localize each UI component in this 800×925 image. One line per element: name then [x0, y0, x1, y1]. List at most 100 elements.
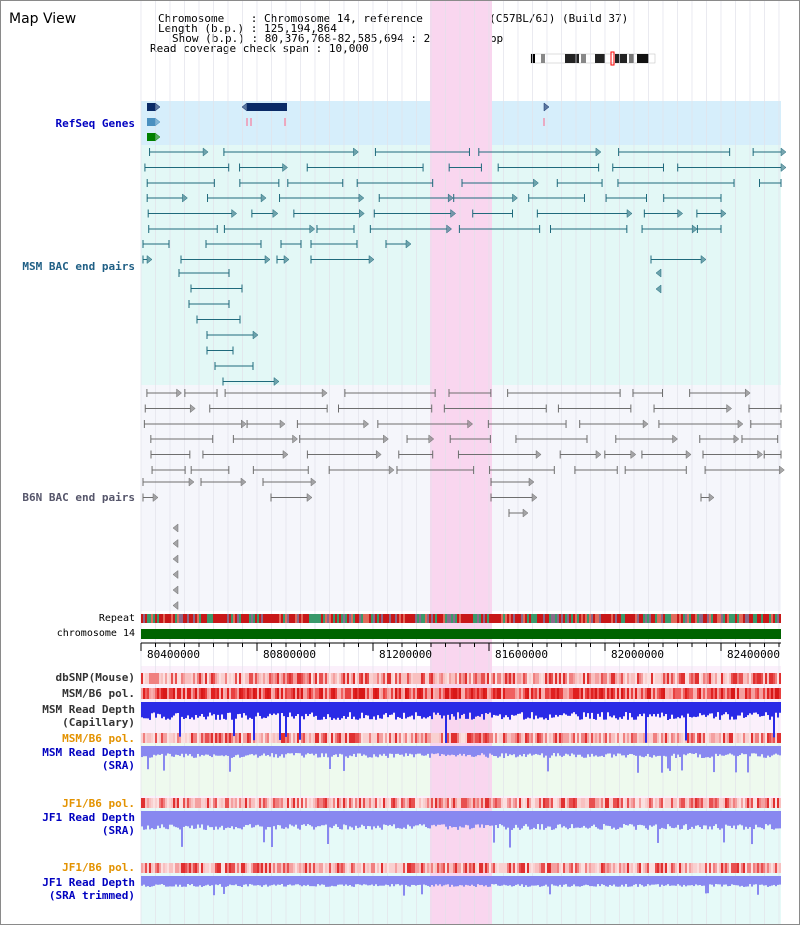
depth-bar	[171, 876, 173, 887]
depth-bar	[575, 811, 577, 828]
repeat-cell	[771, 614, 773, 623]
depth-bar	[393, 876, 395, 887]
heat-cell	[551, 798, 553, 808]
highlight-region[interactable]	[430, 1, 492, 924]
feature-arrow-icon	[733, 434, 740, 444]
heat-cell	[339, 733, 341, 743]
msm-bac-features[interactable]	[142, 147, 787, 387]
jf1-depth-trimmed-label[interactable]: JF1 Read Depth	[42, 876, 135, 889]
depth-bar	[147, 811, 149, 826]
heat-cell	[713, 673, 715, 684]
jf1-pol-label[interactable]: JF1/B6 pol.	[62, 797, 135, 810]
heat-cell	[539, 688, 541, 699]
depth-bar	[573, 811, 575, 829]
depth-bar	[357, 746, 359, 754]
depth-bar	[375, 876, 377, 885]
feature-arrow-icon	[522, 508, 529, 518]
heat-cell	[237, 798, 239, 808]
heat-cell	[465, 863, 467, 873]
dbsnp-label[interactable]: dbSNP(Mouse)	[55, 671, 135, 684]
heat-cell	[771, 733, 773, 743]
heat-cell	[179, 688, 181, 699]
depth-bar	[365, 811, 367, 830]
depth-bar	[255, 811, 257, 826]
depth-bar	[697, 811, 699, 826]
depth-bar	[317, 811, 319, 827]
heat-cell	[375, 863, 377, 873]
heat-cell	[691, 798, 693, 808]
heat-cell	[277, 863, 279, 873]
heat-cell	[473, 733, 475, 743]
depth-bar	[167, 876, 169, 887]
msm-bac-label[interactable]: MSM BAC end pairs	[22, 260, 135, 273]
depth-bar	[235, 746, 237, 756]
heat-cell	[279, 863, 281, 873]
b6n-bac-label[interactable]: B6N BAC end pairs	[22, 491, 135, 504]
depth-bar	[439, 811, 441, 825]
msm-b6-pol-label[interactable]: MSM/B6 pol.	[62, 687, 135, 700]
heat-cell	[327, 688, 329, 699]
heat-cell	[677, 798, 679, 808]
depth-bar	[161, 746, 163, 754]
depth-bar	[347, 746, 349, 758]
msm-depth-capillary-label[interactable]: MSM Read Depth	[42, 703, 135, 716]
heat-cell	[245, 688, 247, 699]
depth-bar	[563, 702, 565, 714]
heat-cell	[155, 798, 157, 808]
repeat-cell	[679, 614, 681, 623]
heat-cell	[613, 798, 615, 808]
heat-cell	[489, 673, 491, 684]
depth-bar	[301, 811, 303, 825]
repeat-cell	[235, 614, 237, 623]
depth-bar	[627, 876, 629, 887]
heat-cell	[171, 673, 173, 684]
msm-depth-sra-label[interactable]: MSM Read Depth	[42, 746, 135, 759]
heat-cell	[647, 673, 649, 684]
chromosome-ideogram-icon[interactable]	[529, 51, 659, 67]
depth-bar	[303, 876, 305, 886]
repeat-cell	[291, 614, 293, 623]
heat-cell	[175, 688, 177, 699]
heat-cell	[265, 733, 267, 743]
heat-cell	[575, 863, 577, 873]
heat-cell	[231, 798, 233, 808]
jf1-depth-sra-label[interactable]: JF1 Read Depth	[42, 811, 135, 824]
heat-cell	[397, 863, 399, 873]
depth-bar	[515, 811, 517, 825]
depth-bar	[485, 746, 487, 757]
depth-bar	[267, 811, 269, 827]
refseq-features[interactable]	[147, 102, 550, 142]
jf1-pol-label-2[interactable]: JF1/B6 pol.	[62, 861, 135, 874]
heat-cell	[603, 688, 605, 699]
heat-cell	[497, 863, 499, 873]
heat-cell	[721, 673, 723, 684]
depth-bar	[721, 811, 723, 829]
depth-bar	[149, 876, 151, 887]
msm-b6-pol-label-2[interactable]: MSM/B6 pol.	[62, 732, 135, 745]
heat-cell	[675, 688, 677, 699]
depth-bar	[183, 702, 185, 720]
heat-cell	[691, 863, 693, 873]
depth-bar	[365, 746, 367, 756]
depth-bar	[317, 876, 319, 885]
refseq-genes-label[interactable]: RefSeq Genes	[55, 117, 135, 130]
heat-cell	[595, 688, 597, 699]
depth-bar	[325, 876, 327, 887]
repeat-cell	[515, 614, 517, 623]
heat-cell	[303, 688, 305, 699]
heat-cell	[677, 673, 679, 684]
b6n-bac-features[interactable]	[142, 388, 785, 611]
heat-cell	[455, 688, 457, 699]
heat-cell	[601, 798, 603, 808]
repeat-cell	[455, 614, 457, 623]
depth-bar	[467, 702, 469, 719]
heat-cell	[705, 733, 707, 743]
depth-bar	[537, 811, 539, 825]
heat-cell	[603, 798, 605, 808]
depth-bar	[765, 876, 767, 886]
depth-bar	[469, 702, 471, 713]
depth-bar	[359, 811, 361, 828]
feature-arrow-icon	[691, 224, 698, 234]
repeat-cell	[337, 614, 339, 623]
